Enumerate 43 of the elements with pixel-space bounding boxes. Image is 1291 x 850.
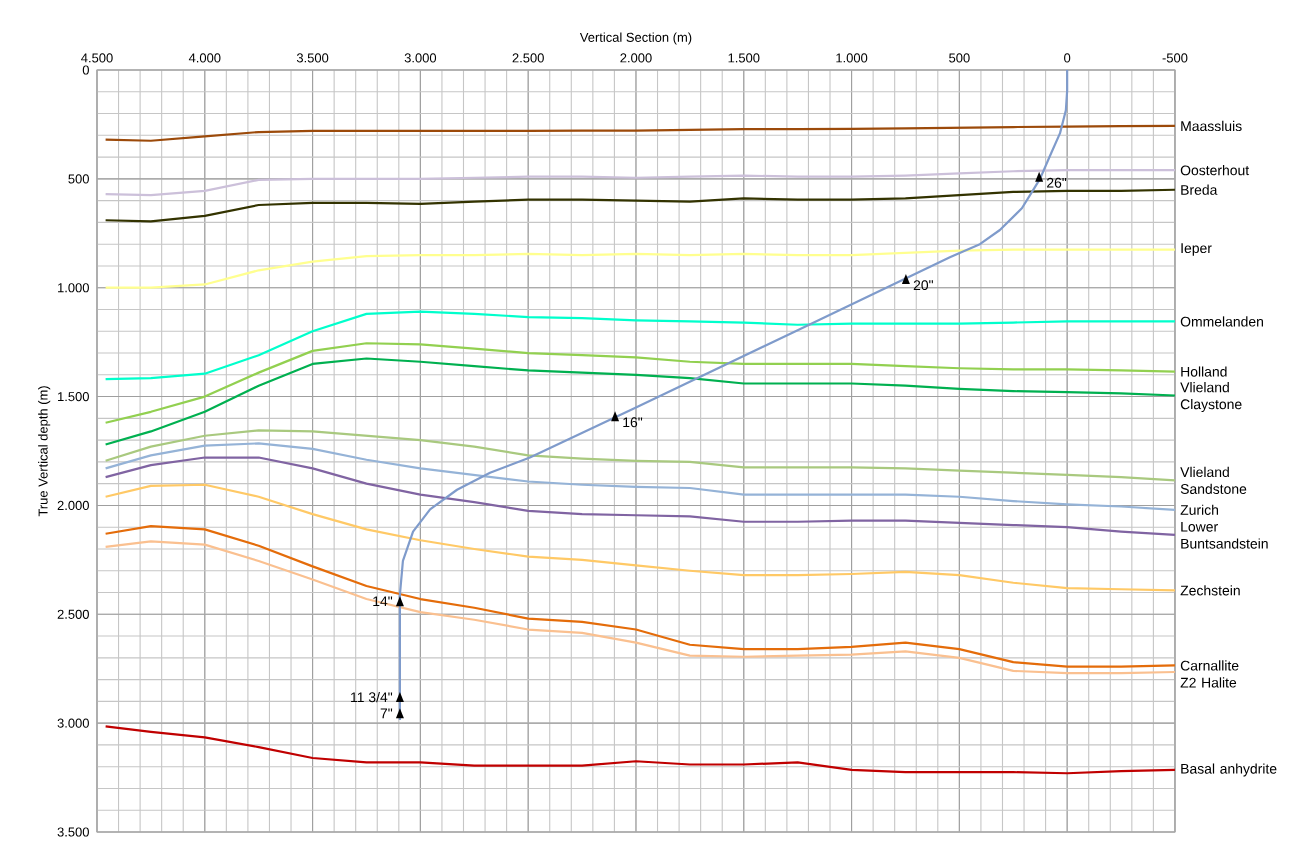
- annotation: 26": [1047, 177, 1067, 188]
- series-label: Breda: [1181, 184, 1218, 195]
- series-label: Ommelanden: [1180, 316, 1263, 327]
- line-series: [104, 483, 1177, 592]
- annotation: 14": [373, 596, 393, 607]
- x-tick-label: 0: [1064, 53, 1071, 63]
- series-label: Zurich: [1180, 504, 1219, 515]
- y-tick-label: 0: [82, 65, 89, 75]
- series-label: Maassluis: [1181, 120, 1242, 132]
- y-tick-label: 1.500: [58, 391, 89, 402]
- series-label: Vlieland Sandstone: [1180, 466, 1247, 494]
- x-tick-label: 1.500: [728, 53, 760, 63]
- x-tick-label: 3.500: [296, 53, 329, 63]
- line-series: [398, 68, 1069, 721]
- annotation: 20": [913, 280, 933, 291]
- series-label: Holland: [1181, 366, 1227, 377]
- y-tick-label: 3.500: [57, 827, 89, 837]
- series-label: Z2 Halite: [1180, 677, 1237, 688]
- annotation: 16": [623, 417, 643, 428]
- x-tick-label: 4.500: [81, 53, 113, 63]
- x-tick-label: 2.000: [620, 53, 652, 63]
- x-tick-label: 4.000: [188, 53, 221, 63]
- x-tick-label: 3.000: [404, 53, 437, 63]
- series-label: Oosterhout: [1180, 165, 1250, 176]
- series-label: Vlieland Claystone: [1180, 382, 1242, 412]
- annotation: 7": [380, 708, 393, 719]
- series-label: Lower Buntsandstein: [1181, 521, 1268, 549]
- series-label: Carnallite: [1180, 660, 1239, 671]
- y-tick-label: 2.000: [57, 500, 89, 511]
- x-tick-label: 1.000: [836, 53, 868, 63]
- y-tick-label: 2.500: [57, 609, 89, 619]
- y-tick-label: 500: [68, 174, 89, 184]
- x-tick-label: -500: [1162, 53, 1188, 63]
- x-tick-label: 500: [949, 53, 970, 63]
- y-tick-label: 1.000: [58, 283, 89, 293]
- series-label: Zechstein: [1180, 585, 1240, 596]
- series-label: Ieper: [1181, 243, 1212, 256]
- x-tick-label: 2.500: [512, 53, 544, 63]
- y-axis-title: True Vertical depth (m): [38, 386, 51, 517]
- series-label: Basal anhydrite: [1181, 763, 1277, 777]
- annotation: 11 3/4": [351, 691, 393, 703]
- x-axis-title: Vertical Section (m): [579, 32, 692, 45]
- y-tick-label: 3.000: [57, 718, 89, 728]
